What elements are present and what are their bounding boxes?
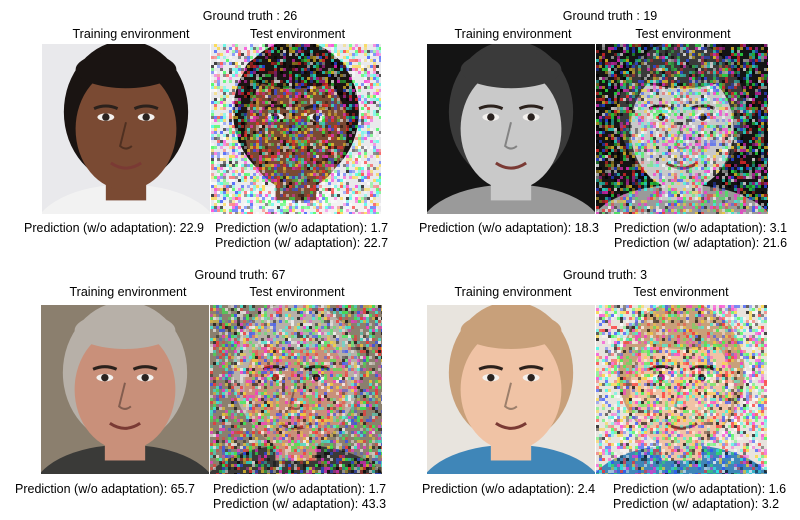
prediction-test-without-adaptation: Prediction (w/o adaptation): 1.7: [215, 221, 389, 235]
test-noisy-face-photo: [596, 305, 767, 474]
ground-truth-label: Ground truth: 67: [194, 268, 286, 282]
ground-truth-label: Ground truth : 26: [202, 9, 298, 23]
training-environment-label: Training environment: [72, 27, 190, 41]
training-face-photo: [427, 44, 595, 214]
test-noisy-face-photo: [596, 44, 768, 214]
test-noisy-face-photo: [210, 305, 382, 474]
test-environment-label: Test environment: [249, 27, 346, 41]
test-noisy-face-photo: [211, 44, 381, 214]
test-environment-label: Test environment: [249, 285, 345, 299]
prediction-test-without-adaptation: Prediction (w/o adaptation): 1.6: [613, 482, 787, 496]
prediction-training: Prediction (w/o adaptation): 22.9: [24, 221, 204, 235]
training-face-photo: [427, 305, 595, 474]
prediction-test-with-adaptation: Prediction (w/ adaptation): 43.3: [213, 497, 387, 511]
training-face-photo: [42, 44, 210, 214]
prediction-test-with-adaptation: Prediction (w/ adaptation): 21.6: [614, 236, 788, 250]
ground-truth-label: Ground truth: 3: [562, 268, 648, 282]
panel-age-67: Ground truth: 67 Training environment Te…: [0, 260, 400, 520]
training-environment-label: Training environment: [69, 285, 187, 299]
prediction-test-with-adaptation: Prediction (w/ adaptation): 3.2: [613, 497, 780, 511]
training-face-photo: [41, 305, 209, 474]
test-environment-label: Test environment: [633, 285, 729, 299]
panel-age-19: Ground truth : 19 Training environment T…: [400, 0, 800, 260]
panel-age-3: Ground truth: 3 Training environment Tes…: [400, 260, 800, 520]
panel-age-26: Ground truth : 26 Training environment T…: [0, 0, 400, 260]
prediction-test-without-adaptation: Prediction (w/o adaptation): 1.7: [213, 482, 387, 496]
test-environment-label: Test environment: [635, 27, 731, 41]
training-environment-label: Training environment: [454, 285, 572, 299]
prediction-training: Prediction (w/o adaptation): 65.7: [15, 482, 195, 496]
training-environment-label: Training environment: [454, 27, 572, 41]
prediction-test-without-adaptation: Prediction (w/o adaptation): 3.1: [614, 221, 788, 235]
prediction-test-with-adaptation: Prediction (w/ adaptation): 22.7: [215, 236, 389, 250]
ground-truth-label: Ground truth : 19: [562, 9, 658, 23]
prediction-training: Prediction (w/o adaptation): 2.4: [422, 482, 596, 496]
prediction-training: Prediction (w/o adaptation): 18.3: [419, 221, 599, 235]
